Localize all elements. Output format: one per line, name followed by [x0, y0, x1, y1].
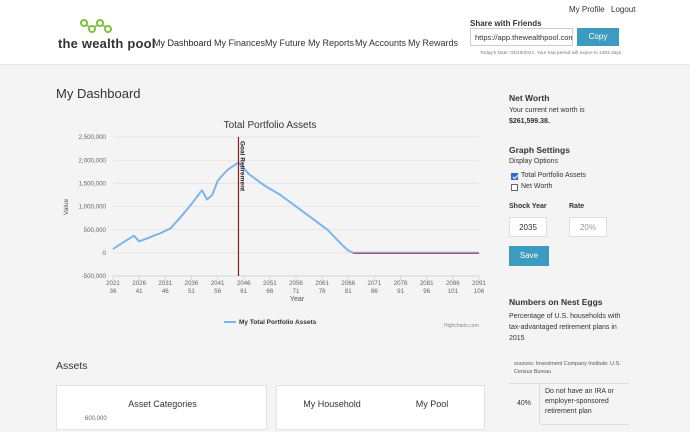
- x-tick-label: 2021: [106, 280, 120, 287]
- y-tick-label: -500,000: [82, 273, 107, 280]
- x-tick-label: 2031: [158, 280, 172, 287]
- nav-my-accounts[interactable]: My Accounts: [355, 38, 407, 48]
- nest-eggs-title: Numbers on Nest Eggs: [509, 297, 603, 307]
- rate-label: Rate: [569, 203, 585, 210]
- y-tick-label: 1,000,000: [78, 204, 106, 211]
- x-tick-label: 2051: [263, 280, 277, 287]
- nest-eggs-text: Percentage of U.S. households with tax-a…: [509, 313, 621, 342]
- page-title: My Dashboard: [56, 86, 141, 101]
- legend-label[interactable]: My Total Portfolio Assets: [239, 319, 317, 326]
- series-group: [112, 161, 479, 254]
- my-pool-header: My Pool: [415, 399, 449, 409]
- x-tick-label-age: 66: [266, 288, 273, 295]
- logout-link[interactable]: Logout: [611, 5, 636, 14]
- x-tick-label: 2081: [420, 280, 434, 287]
- household-pool-card: My Household My Pool: [276, 385, 485, 430]
- net-worth-title: Net Worth: [509, 93, 550, 103]
- x-tick-label-age: 76: [319, 288, 326, 295]
- x-tick-label: 2061: [315, 280, 329, 287]
- portfolio-chart: Total Portfolio Assets -500,000 0 500,000 1…: [56, 108, 488, 338]
- x-tick-label-age: 101: [448, 288, 459, 295]
- asset-categories-card: Asset Categories 600,000: [56, 385, 267, 430]
- x-tick-label-age: 106: [474, 288, 485, 295]
- nav-my-future[interactable]: My Future: [265, 38, 306, 48]
- x-tick-label: 2091: [472, 280, 486, 287]
- x-tick-label-age: 96: [423, 288, 430, 295]
- net-worth-checkbox[interactable]: [511, 184, 518, 191]
- asset-categories-y-tick: 600,000: [85, 416, 107, 422]
- nav-my-dashboard[interactable]: My Dashboard: [153, 38, 212, 48]
- x-axis-label: Year: [290, 296, 305, 303]
- share-url-input[interactable]: https://app.thewealthpool.com: [470, 28, 573, 46]
- goal-retirement-label: Goal Retirement: [238, 141, 245, 192]
- trial-notice: Today's Date: 03/19/2021. Your trial per…: [480, 51, 623, 56]
- nest-eggs-description: Do not have an IRA or employer-sponsored…: [545, 388, 614, 415]
- nav-my-finances[interactable]: My Finances: [214, 38, 266, 48]
- x-tick-label: 2071: [368, 280, 382, 287]
- x-tick-label: 2056: [289, 280, 303, 287]
- net-worth-value: $261,599.38.: [509, 118, 550, 125]
- x-tick-label-age: 41: [136, 288, 143, 295]
- assets-title: Assets: [56, 360, 88, 372]
- x-tick-label-age: 81: [345, 288, 352, 295]
- logo-text[interactable]: the wealth pool: [58, 36, 156, 51]
- x-tick-label-age: 91: [397, 288, 404, 295]
- nest-eggs-table: 40% Do not have an IRA or employer-spons…: [509, 383, 629, 431]
- y-tick-label: 2,500,000: [78, 134, 106, 141]
- save-button[interactable]: Save: [509, 246, 549, 266]
- x-tick-label-age: 46: [162, 288, 169, 295]
- chart-svg: Total Portfolio Assets -500,000 0 500,000 1…: [63, 120, 486, 326]
- x-tick-label: 2041: [211, 280, 225, 287]
- my-profile-link[interactable]: My Profile: [569, 5, 605, 14]
- x-tick-label: 2076: [394, 280, 408, 287]
- shock-year-input[interactable]: 2035: [509, 217, 547, 237]
- x-tick-label: 2086: [446, 280, 460, 287]
- y-tick-label: 2,000,000: [78, 157, 106, 164]
- total-portfolio-assets-label[interactable]: Total Portfolio Assets: [521, 172, 586, 179]
- total-portfolio-assets-checkbox[interactable]: [511, 173, 518, 180]
- my-household-header: My Household: [303, 399, 361, 409]
- chart-grid: [112, 136, 480, 280]
- x-tick-label-age: 61: [240, 288, 247, 295]
- x-tick-label-age: 36: [110, 288, 117, 295]
- share-label: Share with Friends: [470, 19, 542, 28]
- nav-my-rewards[interactable]: My Rewards: [408, 38, 459, 48]
- logo-icon[interactable]: [80, 18, 116, 34]
- chart-title: Total Portfolio Assets: [224, 120, 317, 131]
- net-worth-option-label[interactable]: Net Worth: [521, 183, 553, 190]
- y-tick-label: 500,000: [84, 227, 107, 234]
- rate-input[interactable]: 20%: [569, 217, 607, 237]
- y-tick-label: 0: [103, 250, 107, 257]
- nest-eggs-source: sources: Investment Company Institute; U…: [514, 361, 621, 375]
- x-tick-label-age: 71: [293, 288, 300, 295]
- asset-categories-title: Asset Categories: [128, 399, 197, 409]
- chart-credits[interactable]: Highcharts.com: [444, 323, 479, 329]
- x-tick-label-age: 86: [371, 288, 378, 295]
- y-tick-label: 1,500,000: [78, 181, 106, 188]
- x-tick-label: 2026: [132, 280, 146, 287]
- y-tick-labels: -500,000 0 500,000 1,000,000 1,500,000 2,000,…: [78, 134, 106, 280]
- nav-my-reports[interactable]: My Reports: [308, 38, 355, 48]
- display-options-label: Display Options: [509, 158, 559, 165]
- x-tick-label: 2046: [237, 280, 251, 287]
- top-header: the wealth pool My Dashboard My Finances…: [0, 0, 690, 65]
- x-tick-label: 2036: [185, 280, 199, 287]
- x-tick-label-age: 56: [214, 288, 221, 295]
- copy-button[interactable]: Copy: [577, 28, 619, 46]
- graph-settings-title: Graph Settings: [509, 145, 570, 155]
- x-tick-label: 2066: [341, 280, 355, 287]
- series-line: [112, 161, 479, 254]
- nest-eggs-percent: 40%: [509, 384, 540, 424]
- net-worth-text: Your current net worth is: [509, 107, 585, 114]
- y-axis-label: Value: [63, 199, 70, 216]
- nest-eggs-next-row: [541, 424, 629, 432]
- x-tick-label-age: 51: [188, 288, 195, 295]
- shock-year-label: Shock Year: [509, 203, 547, 210]
